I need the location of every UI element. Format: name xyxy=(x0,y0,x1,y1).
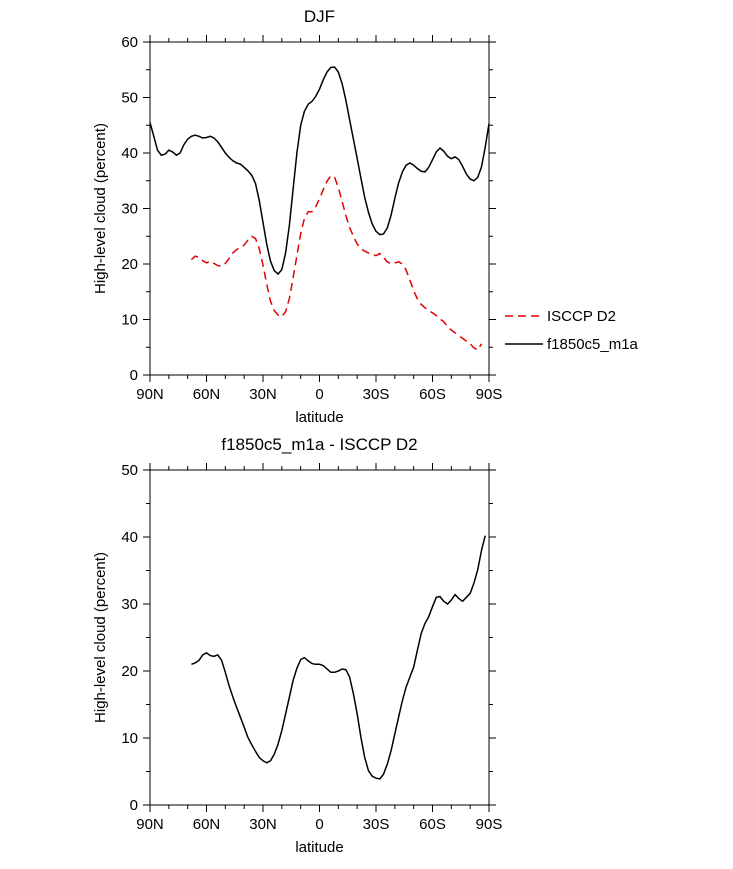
x-tick-label: 90N xyxy=(136,386,164,403)
x-axis-label: latitude xyxy=(295,409,343,426)
x-axis-label: latitude xyxy=(295,839,343,856)
difference-chart-svg: 90N 60N 30N 0 30S 60S 90S 0 10 20 30 40 50 f1850c5_m1… xyxy=(92,435,503,856)
y-tick-label: 10 xyxy=(121,730,138,747)
y-tick-label: 40 xyxy=(121,145,138,162)
y-tick-label: 40 xyxy=(121,529,138,546)
y-tick-label: 20 xyxy=(121,663,138,680)
figure-panel-bottom: 90N 60N 30N 0 30S 60S 90S 0 10 20 30 40 50 f1850c5_m1… xyxy=(0,430,733,869)
x-tick-label: 30N xyxy=(249,386,277,403)
x-tick-label: 90S xyxy=(476,816,503,833)
x-tick-label: 90N xyxy=(136,816,164,833)
x-tick-label: 0 xyxy=(315,386,323,403)
y-tick-label: 60 xyxy=(121,34,138,51)
djf-chart-svg: 90N 60N 30N 0 30S 60S 90S 0 10 20 30 40 50 60 DJF High-… xyxy=(92,7,639,426)
y-tick-label: 20 xyxy=(121,256,138,273)
x-tick-label: 60N xyxy=(193,816,221,833)
x-tick-label: 60S xyxy=(419,816,446,833)
chart-title: f1850c5_m1a - ISCCP D2 xyxy=(221,435,417,454)
y-axis-label: High-level cloud (percent) xyxy=(92,123,109,294)
x-tick-label: 30S xyxy=(363,816,390,833)
y-tick-label: 0 xyxy=(130,797,138,814)
series-line-isccp-d2 xyxy=(190,174,483,352)
figure-panel-top: 90N 60N 30N 0 30S 60S 90S 0 10 20 30 40 50 60 DJF High-… xyxy=(0,0,733,430)
y-tick-label: 30 xyxy=(121,596,138,613)
chart-title: DJF xyxy=(304,7,335,26)
y-tick-label: 30 xyxy=(121,201,138,218)
legend-label: f1850c5_m1a xyxy=(547,336,639,353)
x-tick-label: 30N xyxy=(249,816,277,833)
plot-frame xyxy=(149,469,490,806)
x-tick-label: 60N xyxy=(193,386,221,403)
series-line-f1850c5-m1a xyxy=(149,66,490,276)
y-tick-label: 0 xyxy=(130,367,138,384)
x-tick-label: 90S xyxy=(476,386,503,403)
y-axis-label: High-level cloud (percent) xyxy=(92,552,109,723)
x-tick-label: 30S xyxy=(363,386,390,403)
x-tick-label: 0 xyxy=(315,816,323,833)
y-tick-label: 10 xyxy=(121,312,138,329)
y-tick-label: 50 xyxy=(121,90,138,107)
y-tick-label: 50 xyxy=(121,462,138,479)
legend-label: ISCCP D2 xyxy=(547,308,616,325)
series-line-f1850c5-m1a-isccp-d2 xyxy=(191,535,486,780)
plot-frame xyxy=(149,41,490,376)
x-tick-label: 60S xyxy=(419,386,446,403)
